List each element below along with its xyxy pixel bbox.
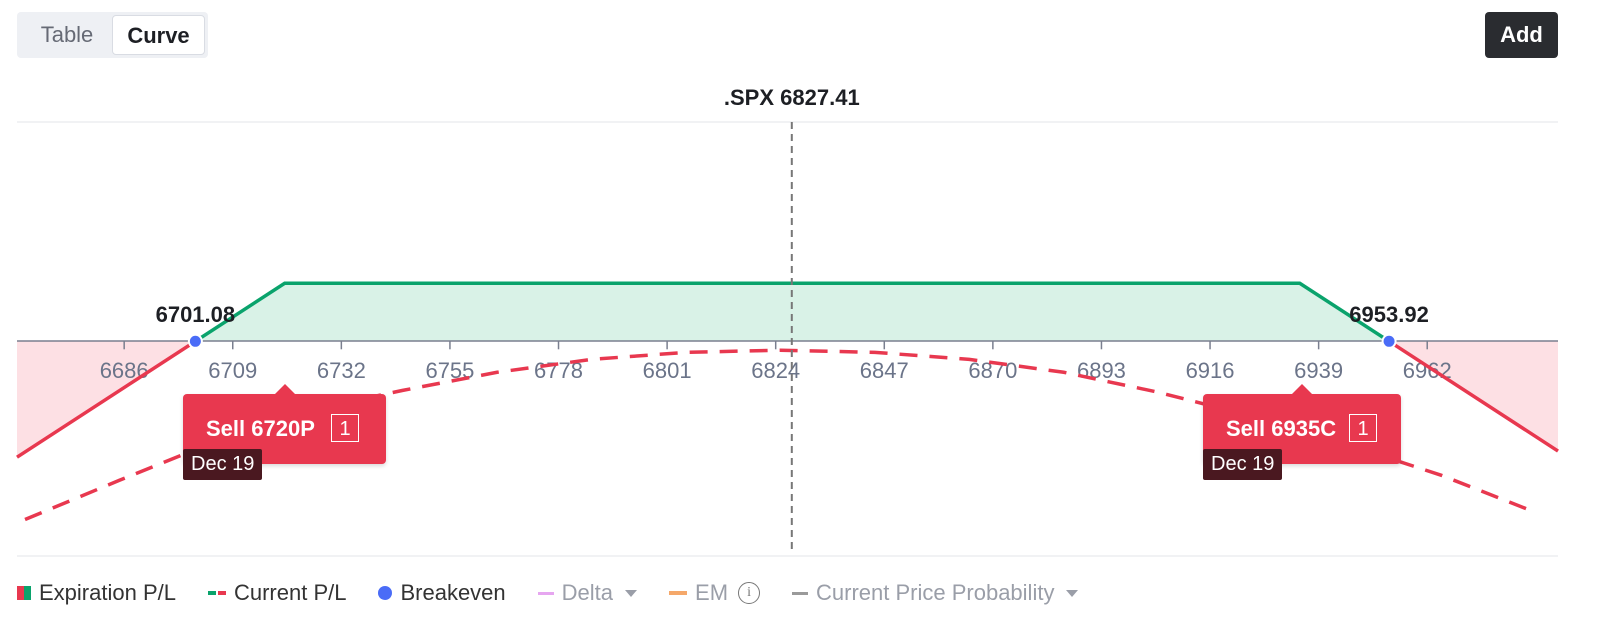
leg-action: Sell 6935C (1226, 416, 1337, 441)
breakeven-label: 6953.92 (1349, 302, 1429, 327)
tab[interactable]: Table (40, 22, 94, 47)
x-tick-label: 6801 (643, 358, 692, 383)
legend-swatch (207, 591, 226, 595)
legend-label: Current Price Probability (816, 580, 1055, 605)
dropdown-caret[interactable] (1066, 589, 1079, 597)
breakeven-label: 6701.08 (156, 302, 236, 327)
leg-callout[interactable]: Sell 6935C 1 Dec 19 (1203, 384, 1401, 480)
legend: Expiration P/L Current P/L Breakeven Del… (17, 578, 1110, 608)
x-tick-label: 6916 (1186, 358, 1235, 383)
leg-quantity: 1 (331, 414, 359, 442)
current-price: 6827.41 (780, 85, 860, 110)
underlying: .SPX (724, 85, 774, 110)
view-tabs: Table Curve (17, 12, 208, 58)
dropdown-caret[interactable] (625, 589, 638, 597)
legend-item[interactable]: Expiration P/L (17, 580, 176, 606)
legend-item[interactable]: Delta (537, 580, 638, 606)
x-tick-label: 6893 (1077, 358, 1126, 383)
legend-swatch (792, 591, 809, 595)
leg-callout[interactable]: Sell 6720P 1 Dec 19 (183, 384, 386, 480)
leg-expiry: Dec 19 (1203, 449, 1283, 480)
add-button[interactable]: Add (1485, 12, 1558, 58)
breakeven-dot (1381, 333, 1397, 349)
leg-expiry: Dec 19 (183, 449, 263, 480)
legend-label: Current P/L (233, 580, 347, 605)
legend-item[interactable]: EM i (669, 580, 761, 606)
x-tick-label: 6962 (1403, 358, 1452, 383)
legend-label: Expiration P/L (39, 580, 176, 605)
x-tick-label: 6686 (100, 358, 149, 383)
tab[interactable]: Curve (112, 15, 205, 55)
loss-area (17, 341, 1558, 458)
legend-swatch (669, 591, 688, 595)
x-tick-label: 6939 (1294, 358, 1343, 383)
legend-item[interactable]: Current Price Probability (792, 580, 1079, 606)
loss-line (16, 341, 1559, 459)
legend-item[interactable]: Current P/L (207, 580, 347, 606)
info-icon[interactable]: i (738, 582, 761, 604)
leg-quantity: 1 (1349, 414, 1377, 442)
price-title: .SPX 6827.41 (724, 85, 860, 110)
legend-label: EM (695, 580, 729, 605)
breakeven-dot (187, 333, 203, 349)
profit-area (195, 283, 1389, 341)
legend-swatch (537, 591, 554, 595)
x-tick-label: 6824 (751, 358, 800, 383)
legend-swatch (17, 586, 31, 600)
legend-swatch (378, 586, 393, 600)
legend-label: Delta (561, 580, 614, 605)
x-tick-label: 6847 (860, 358, 909, 383)
legend-item[interactable]: Breakeven (378, 580, 506, 606)
x-tick-label: 6709 (208, 358, 257, 383)
x-tick-label: 6732 (317, 358, 366, 383)
leg-action: Sell 6720P (206, 416, 315, 441)
legend-label: Breakeven (400, 580, 506, 605)
